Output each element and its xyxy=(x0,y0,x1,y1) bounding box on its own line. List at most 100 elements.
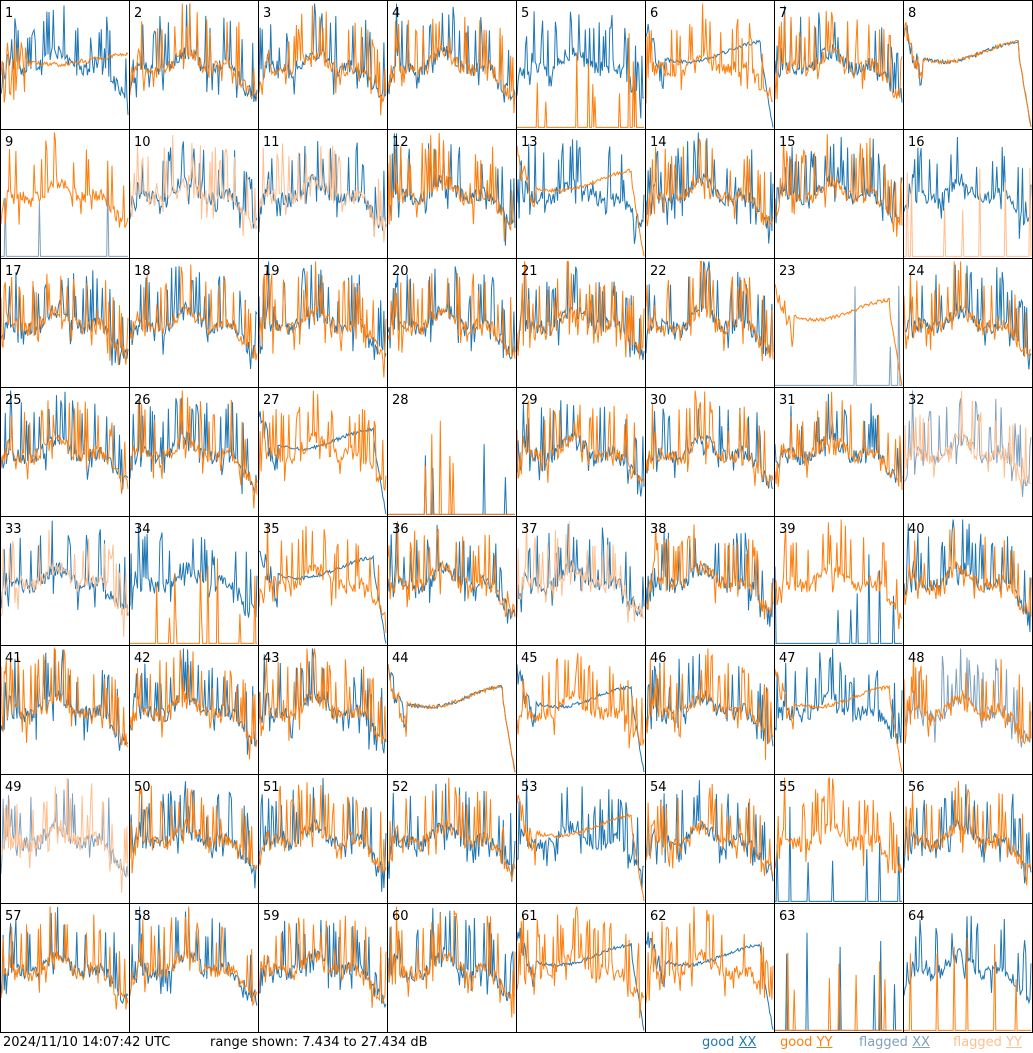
legend-good-yy-word: good xyxy=(780,1035,813,1050)
panel-48-yy-line xyxy=(903,654,1032,745)
panel-label: 51 xyxy=(263,780,280,795)
panel-label: 29 xyxy=(521,393,538,408)
panel-3-yy-line xyxy=(258,5,387,116)
panel-label: 54 xyxy=(650,780,667,795)
panel-12-xx-line xyxy=(387,133,516,246)
panel-label: 37 xyxy=(521,522,538,537)
panel-label: 41 xyxy=(5,651,22,666)
panel-label: 42 xyxy=(134,651,151,666)
panel-23-xx-line xyxy=(775,285,902,386)
panel-32: 32 xyxy=(903,387,1033,517)
panel-42-yy-line xyxy=(129,649,258,760)
panel-28-xx-line xyxy=(388,444,515,515)
panel-46-xx-line xyxy=(645,653,774,747)
panel-label: 63 xyxy=(779,909,796,924)
panel-15: 15 xyxy=(774,129,904,259)
panel-16-yy-line xyxy=(904,167,1032,257)
panel-51: 51 xyxy=(258,774,388,904)
panel-57: 57 xyxy=(0,903,130,1033)
panel-25-yy-line xyxy=(0,400,129,494)
panel-21: 21 xyxy=(516,258,646,388)
panel-63-yy-line xyxy=(775,952,902,1031)
panel-12-yy-line xyxy=(387,132,516,242)
panel-14: 14 xyxy=(645,129,775,259)
panel-45-xx-line xyxy=(516,664,645,773)
panel-16: 16 xyxy=(903,129,1033,259)
panel-label: 39 xyxy=(779,522,796,537)
panel-24-xx-line xyxy=(903,264,1032,370)
panel-label: 56 xyxy=(908,780,925,795)
panel-label: 16 xyxy=(908,135,925,150)
panel-29: 29 xyxy=(516,387,646,517)
panel-32-xx-line xyxy=(903,390,1032,497)
panel-label: 43 xyxy=(263,651,280,666)
panel-label: 38 xyxy=(650,522,667,537)
panel-58-yy-line xyxy=(129,906,258,1007)
panel-11-xx-line xyxy=(258,141,387,237)
panel-18: 18 xyxy=(129,258,259,388)
panel-41: 41 xyxy=(0,645,130,775)
panel-label: 8 xyxy=(908,6,916,21)
panel-label: 40 xyxy=(908,522,925,537)
panel-7: 7 xyxy=(774,0,904,130)
panel-label: 30 xyxy=(650,393,667,408)
panel-17: 17 xyxy=(0,258,130,388)
panel-2: 2 xyxy=(129,0,259,130)
panel-40: 40 xyxy=(903,516,1033,646)
panel-13-yy-line xyxy=(516,145,645,257)
panel-label: 34 xyxy=(134,522,151,537)
panel-34-xx-line xyxy=(129,523,258,618)
panel-label: 52 xyxy=(392,780,409,795)
panel-27: 27 xyxy=(258,387,388,517)
panel-9-xx-line xyxy=(1,181,128,257)
panel-label: 64 xyxy=(908,909,925,924)
panel-24-yy-line xyxy=(903,261,1031,357)
panel-45: 45 xyxy=(516,645,646,775)
panel-label: 59 xyxy=(263,909,280,924)
panel-26-xx-line xyxy=(129,397,258,495)
panel-53-yy-line xyxy=(516,794,645,902)
panel-3: 3 xyxy=(258,0,388,130)
panel-33-xx-line xyxy=(0,520,129,616)
panel-24: 24 xyxy=(903,258,1033,388)
panel-53-xx-line xyxy=(516,778,645,890)
panel-9: 9 xyxy=(0,129,130,259)
panel-label: 9 xyxy=(5,135,13,150)
panel-46: 46 xyxy=(645,645,775,775)
panel-40-yy-line xyxy=(903,527,1032,617)
panel-52-yy-line xyxy=(387,777,516,880)
panel-52-xx-line xyxy=(387,783,516,882)
panel-label: 57 xyxy=(5,909,22,924)
panel-6-yy-line xyxy=(645,3,774,104)
panel-45-yy-line xyxy=(516,652,645,749)
panel-29-yy-line xyxy=(516,400,645,485)
panel-8-xx-line xyxy=(903,24,1032,127)
panel-22: 22 xyxy=(645,258,775,388)
panel-44: 44 xyxy=(387,645,517,775)
panel-label: 46 xyxy=(650,651,667,666)
panel-26-yy-line xyxy=(129,390,258,509)
panel-7-frame xyxy=(774,0,904,130)
panel-6: 6 xyxy=(645,0,775,130)
panel-2-yy-line xyxy=(129,3,258,99)
panel-25: 25 xyxy=(0,387,130,517)
legend-flagged-yy: flagged YY xyxy=(953,1035,1022,1050)
panel-61-xx-line xyxy=(516,927,645,1031)
panel-61: 61 xyxy=(516,903,646,1033)
panel-label: 2 xyxy=(134,6,142,21)
panel-label: 17 xyxy=(5,264,22,279)
panel-22-yy-line xyxy=(645,261,774,362)
panel-58-xx-line xyxy=(129,906,258,1006)
panel-label: 5 xyxy=(521,6,529,21)
panel-label: 15 xyxy=(779,135,796,150)
panel-18-xx-line xyxy=(129,266,258,370)
panel-37-xx-line xyxy=(516,523,645,617)
panel-23: 23 xyxy=(774,258,904,388)
panel-19: 19 xyxy=(258,258,388,388)
legend-good-xx-word: good xyxy=(702,1035,735,1050)
panel-label: 18 xyxy=(134,264,151,279)
panel-33-yy-line xyxy=(0,529,129,637)
panel-60: 60 xyxy=(387,903,517,1033)
panel-62-yy-line xyxy=(645,906,774,1003)
